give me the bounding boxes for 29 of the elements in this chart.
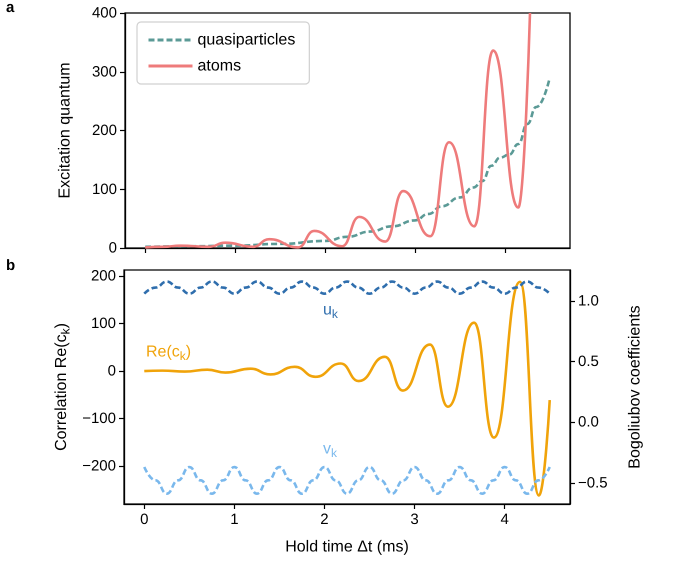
y-tick-label: 100: [92, 180, 117, 198]
y2-tick-label: 1.0: [578, 292, 599, 310]
y2-axis-title: Bogoliubov coefficients: [626, 305, 644, 469]
x-tick-label: 3: [410, 511, 419, 528]
x-tick-label: 1: [230, 511, 239, 528]
y-tick-label: 100: [90, 315, 116, 332]
line-series: [142, 280, 552, 497]
legend-label: atoms: [198, 58, 242, 74]
y-tick-label: −100: [82, 410, 116, 428]
text: b: [6, 257, 16, 274]
y2-tick-label: −0.5: [578, 474, 608, 492]
line-series: [144, 12, 532, 249]
x-tick-label: 2: [320, 511, 329, 528]
y-axis-title: Correlation Re(ck): [52, 323, 72, 451]
legend-label: quasiparticles: [198, 32, 296, 48]
x-axis-title: Hold time Δt (ms): [285, 538, 409, 556]
y-axis-title: Excitation quantum: [56, 62, 74, 199]
y-tick-label: 0: [108, 362, 116, 380]
x-tick-label: 4: [500, 511, 509, 528]
y2-tick-label: 0.5: [578, 353, 599, 370]
y-tick-label: 200: [90, 268, 116, 285]
text: a: [6, 0, 15, 16]
x-tick-label: 0: [140, 511, 148, 528]
y-tick-label: 0: [108, 240, 117, 256]
y-tick-label: 400: [92, 4, 117, 22]
y-tick-label: −200: [82, 458, 116, 475]
y-tick-label: 300: [92, 63, 117, 80]
y-tick-label: 200: [92, 122, 117, 139]
y2-tick-label: 0.0: [578, 414, 599, 431]
